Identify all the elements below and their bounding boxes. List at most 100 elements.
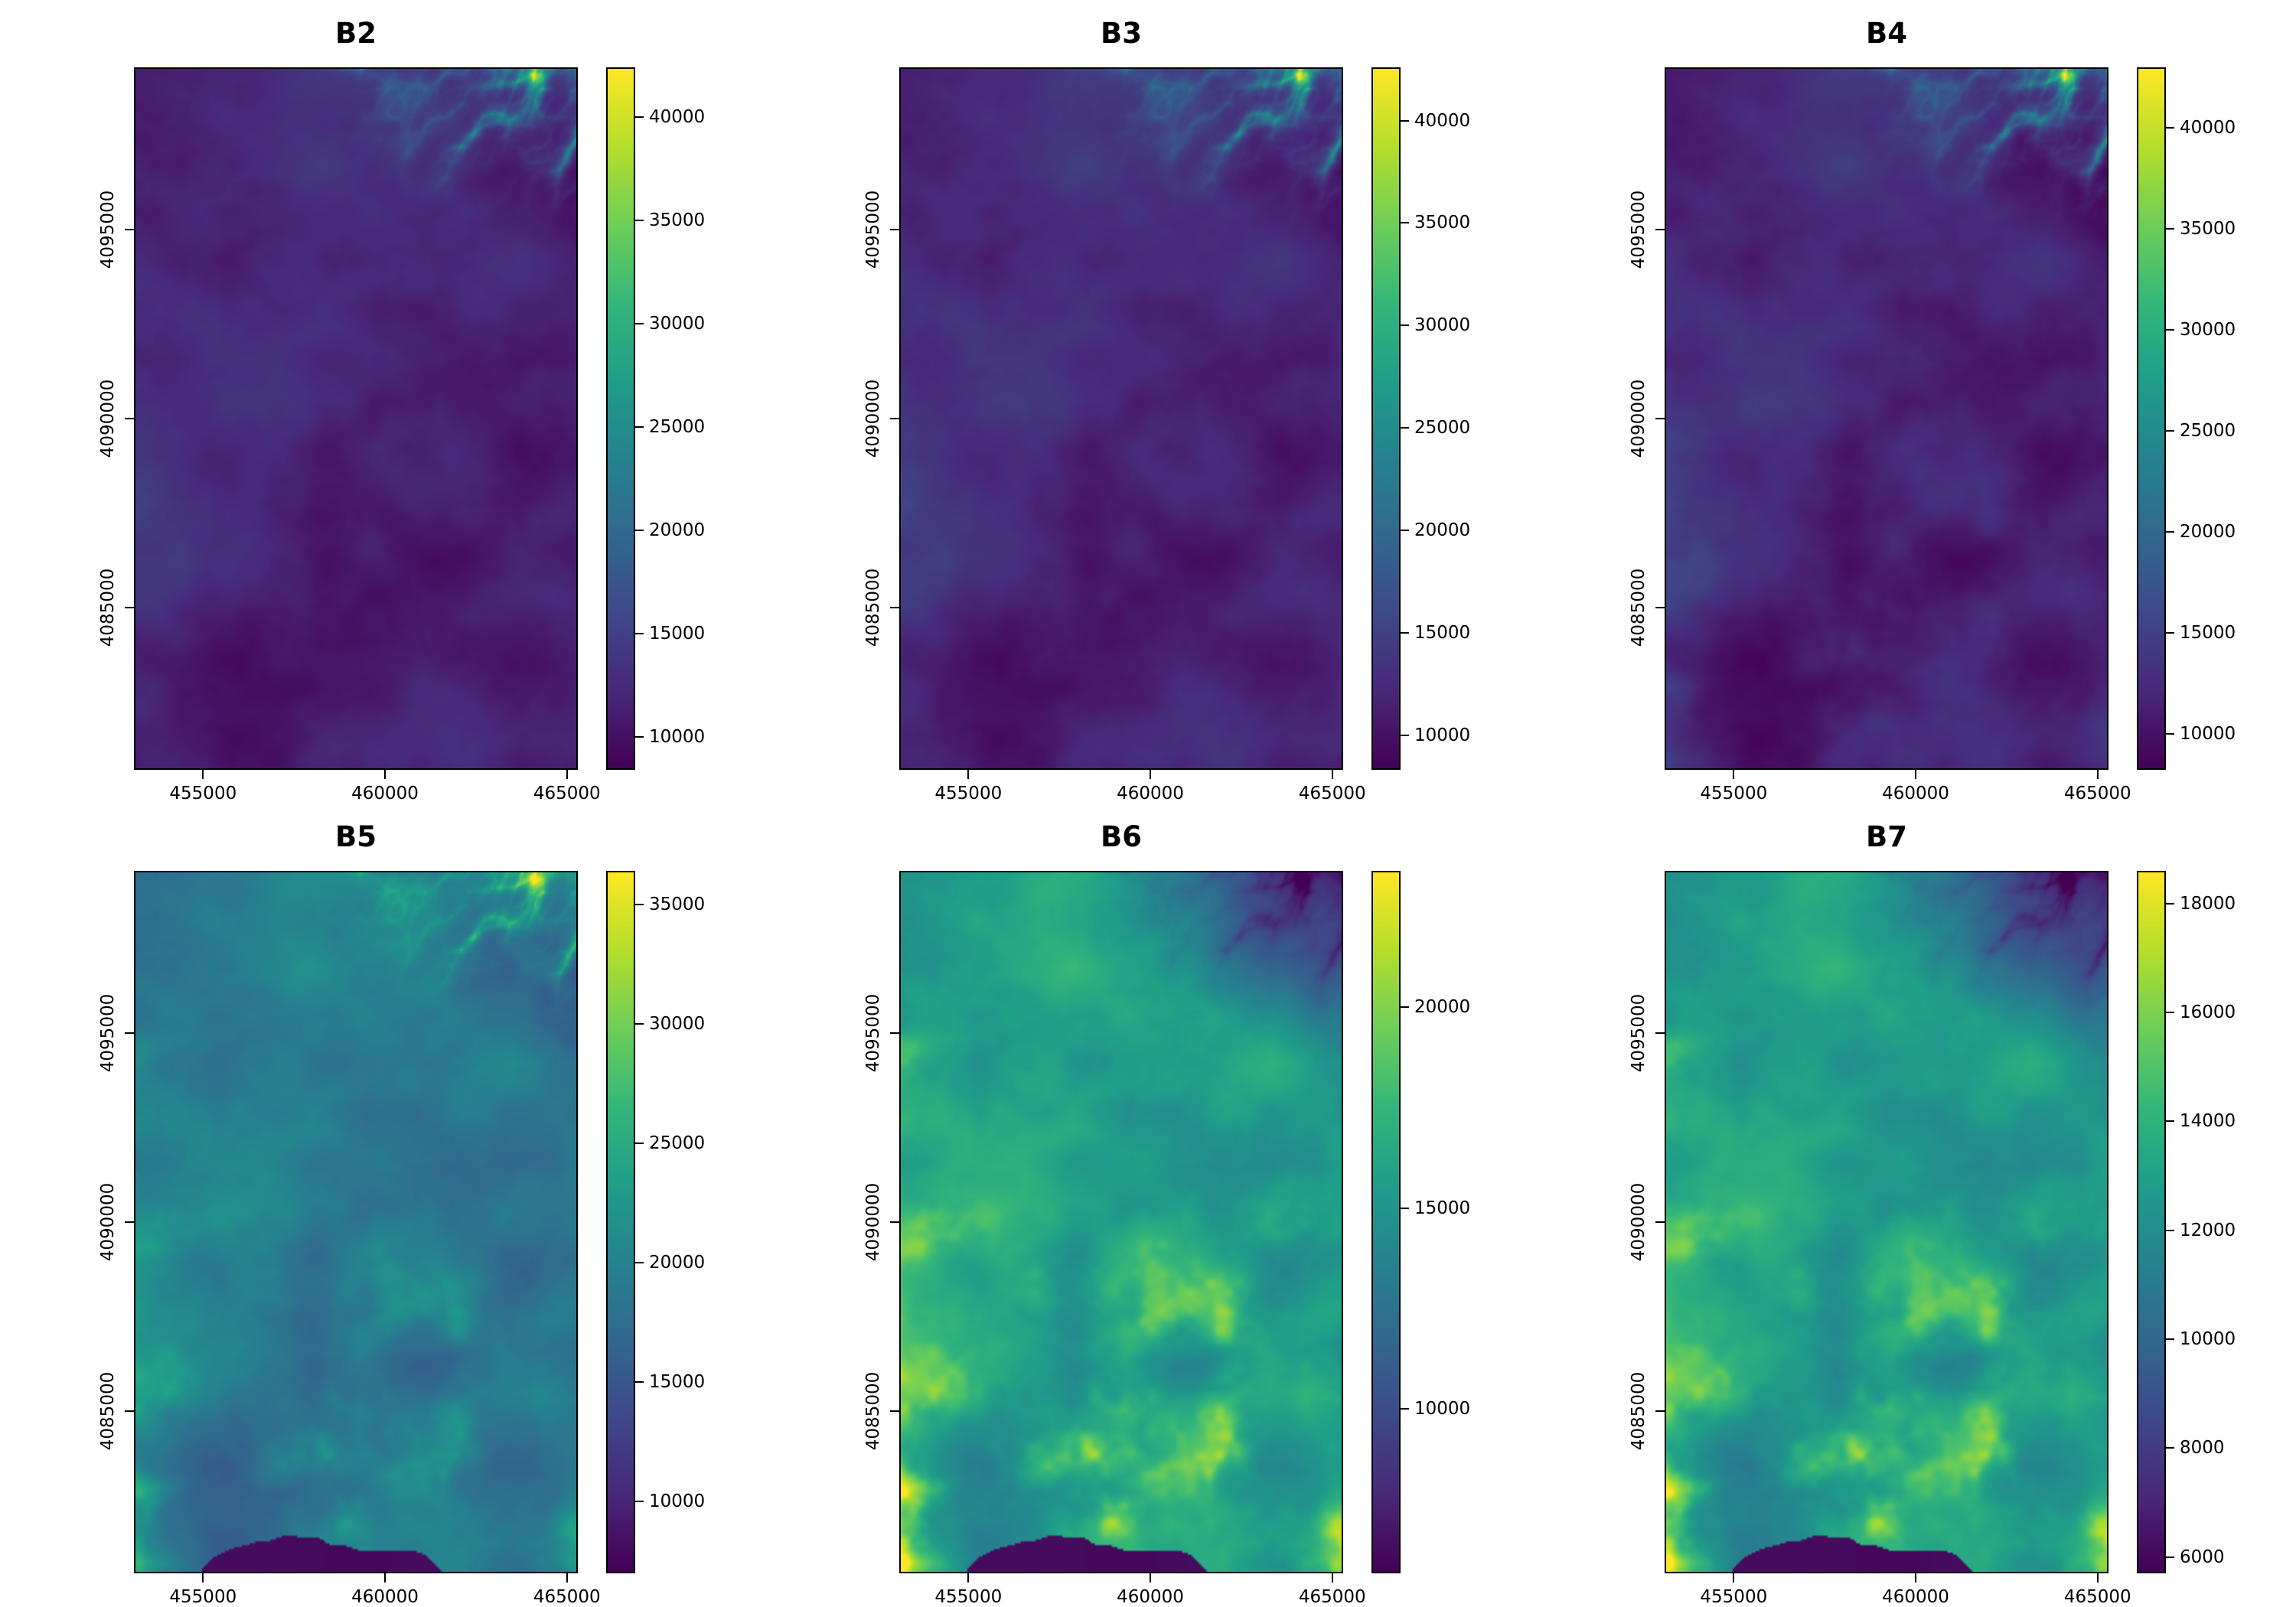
colorbar-tick-label: 25000 bbox=[2180, 420, 2236, 441]
colorbar-tick bbox=[635, 632, 644, 634]
colorbar-tick bbox=[1401, 1407, 1409, 1410]
colorbar-tick bbox=[1401, 1207, 1409, 1209]
y-axis-tick-label: 4085000 bbox=[863, 568, 883, 647]
colorbar-tick-label: 18000 bbox=[2180, 893, 2236, 914]
x-axis-tick-label: 455000 bbox=[169, 1587, 237, 1607]
colorbar-tick bbox=[1401, 119, 1409, 122]
colorbar-tick bbox=[635, 219, 644, 221]
colorbar-tick bbox=[2166, 429, 2174, 432]
colorbar-B3 bbox=[1371, 67, 1401, 770]
colorbar-tick-label: 12000 bbox=[2180, 1220, 2236, 1240]
x-axis-tick bbox=[1733, 1573, 1735, 1583]
colorbar-tick-label: 14000 bbox=[2180, 1111, 2236, 1132]
y-axis-tick-label: 4090000 bbox=[863, 379, 883, 458]
y-axis-tick bbox=[1655, 1410, 1665, 1412]
y-axis-tick-label: 4085000 bbox=[98, 1371, 118, 1450]
colorbar-tick-label: 15000 bbox=[649, 623, 706, 644]
plot-frame bbox=[899, 871, 1343, 1573]
colorbar-tick-label: 10000 bbox=[649, 726, 706, 747]
y-axis-tick-label: 4090000 bbox=[98, 1182, 118, 1262]
x-axis-tick bbox=[967, 770, 970, 779]
colorbar-tick-label: 10000 bbox=[1414, 725, 1471, 745]
y-axis-tick-label: 4090000 bbox=[98, 379, 118, 458]
x-axis-tick bbox=[1150, 770, 1152, 779]
y-axis-tick-label: 4095000 bbox=[1629, 994, 1649, 1073]
colorbar-tick-label: 10000 bbox=[1414, 1398, 1471, 1419]
y-axis-tick bbox=[125, 606, 134, 608]
x-axis-tick-label: 465000 bbox=[2063, 784, 2131, 804]
x-axis-tick-label: 460000 bbox=[351, 1587, 419, 1607]
panel-B4: B4 455000 460000 465000 4095000 4090000 408500… bbox=[1531, 0, 2296, 804]
colorbar-B6 bbox=[1371, 871, 1401, 1573]
colorbar-tick-label: 15000 bbox=[1414, 622, 1471, 643]
x-axis-tick bbox=[1331, 770, 1333, 779]
colorbar-tick-label: 15000 bbox=[2180, 622, 2236, 643]
x-axis-tick bbox=[384, 1573, 386, 1583]
plot-frame bbox=[1665, 871, 2108, 1573]
colorbar-tick bbox=[2166, 1012, 2174, 1014]
x-axis-tick bbox=[202, 1573, 204, 1583]
colorbar-tick bbox=[1401, 734, 1409, 736]
x-axis-tick-label: 460000 bbox=[1882, 784, 1949, 804]
y-axis-tick-label: 4085000 bbox=[1629, 568, 1649, 647]
colorbar-tick bbox=[2166, 631, 2174, 634]
y-axis-tick bbox=[1655, 229, 1665, 231]
colorbar-tick-label: 40000 bbox=[649, 106, 706, 127]
colorbar-tick-label: 20000 bbox=[2180, 521, 2236, 542]
y-axis-tick-label: 4090000 bbox=[1629, 379, 1649, 458]
raster-canvas-B4 bbox=[1666, 69, 2107, 768]
colorbar-tick bbox=[2166, 1229, 2174, 1231]
colorbar-B2 bbox=[606, 67, 635, 770]
colorbar-tick bbox=[2166, 530, 2174, 533]
y-axis-tick-label: 4095000 bbox=[98, 994, 118, 1073]
x-axis-tick-label: 455000 bbox=[1700, 784, 1768, 804]
colorbar-tick bbox=[1401, 1006, 1409, 1009]
raster-canvas-B2 bbox=[135, 69, 576, 768]
plot-frame bbox=[134, 871, 578, 1573]
colorbar-tick bbox=[1401, 631, 1409, 634]
colorbar-tick bbox=[2166, 127, 2174, 129]
x-axis-tick-label: 455000 bbox=[169, 784, 237, 804]
colorbar-tick-label: 35000 bbox=[2180, 219, 2236, 240]
y-axis-tick bbox=[890, 229, 899, 231]
x-axis-tick bbox=[202, 770, 204, 779]
colorbar-tick bbox=[635, 1262, 644, 1264]
colorbar-tick bbox=[1401, 222, 1409, 224]
x-axis-tick-label: 460000 bbox=[1117, 784, 1184, 804]
x-axis-tick bbox=[1331, 1573, 1333, 1583]
colorbar-tick-label: 25000 bbox=[649, 1133, 706, 1153]
x-axis-tick bbox=[1733, 770, 1735, 779]
colorbar-tick bbox=[1401, 529, 1409, 531]
raster-canvas-B7 bbox=[1666, 872, 2107, 1572]
x-axis-tick-label: 465000 bbox=[533, 784, 601, 804]
colorbar-tick bbox=[2166, 732, 2174, 735]
plot-frame bbox=[899, 67, 1343, 770]
x-axis-tick-label: 455000 bbox=[934, 784, 1003, 804]
y-axis-tick bbox=[890, 1032, 899, 1035]
x-axis-tick-label: 460000 bbox=[351, 784, 419, 804]
colorbar-tick bbox=[635, 425, 644, 428]
y-axis-tick-label: 4085000 bbox=[863, 1371, 883, 1450]
colorbar-tick-label: 8000 bbox=[2180, 1438, 2225, 1459]
colorbar-tick bbox=[635, 1022, 644, 1025]
colorbar-tick-label: 20000 bbox=[649, 1253, 706, 1273]
colorbar-tick bbox=[635, 1381, 644, 1384]
colorbar-B5 bbox=[606, 871, 635, 1573]
y-axis-tick-label: 4090000 bbox=[863, 1182, 883, 1262]
colorbar-tick-label: 35000 bbox=[649, 894, 706, 914]
colorbar-tick-label: 15000 bbox=[649, 1372, 706, 1393]
colorbar-tick bbox=[635, 1501, 644, 1503]
colorbar-tick bbox=[1401, 427, 1409, 429]
y-axis-tick bbox=[125, 1032, 134, 1035]
y-axis-tick bbox=[890, 1221, 899, 1223]
colorbar-tick-label: 20000 bbox=[1414, 520, 1471, 540]
raster-canvas-B6 bbox=[901, 872, 1342, 1572]
x-axis-tick bbox=[566, 770, 568, 779]
colorbar-tick bbox=[2166, 1447, 2174, 1449]
y-axis-tick-label: 4095000 bbox=[1629, 191, 1649, 269]
panel-B6: B6 455000 460000 465000 4095000 4090000 408500… bbox=[765, 804, 1531, 1607]
colorbar-tick-label: 16000 bbox=[2180, 1002, 2236, 1023]
y-axis-tick-label: 4085000 bbox=[1629, 1371, 1649, 1450]
panel-title: B2 bbox=[335, 17, 377, 50]
y-axis-tick bbox=[125, 418, 134, 419]
